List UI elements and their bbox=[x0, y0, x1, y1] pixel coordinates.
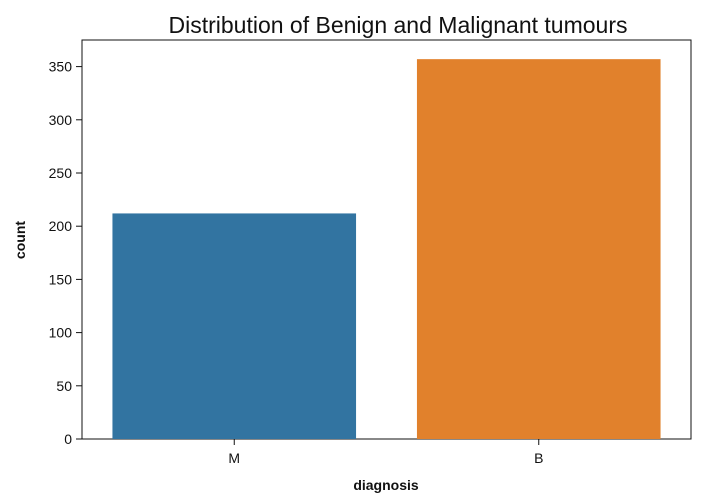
y-tick-label: 50 bbox=[56, 378, 72, 394]
y-tick-label: 0 bbox=[64, 431, 72, 447]
y-tick-label: 300 bbox=[49, 112, 73, 128]
y-tick-label: 200 bbox=[49, 218, 73, 234]
bar-b bbox=[416, 59, 661, 439]
x-tick-label: M bbox=[228, 450, 240, 466]
y-axis-ticks: 0 50 100 150 200 250 300 350 bbox=[49, 59, 82, 447]
chart-title: Distribution of Benign and Malignant tum… bbox=[169, 12, 628, 38]
y-axis-label: count bbox=[12, 221, 28, 259]
y-tick-label: 350 bbox=[49, 59, 73, 75]
bar-m bbox=[112, 213, 357, 439]
x-axis-label: diagnosis bbox=[353, 477, 419, 493]
y-tick-label: 100 bbox=[49, 325, 73, 341]
y-tick-label: 150 bbox=[49, 271, 73, 287]
bars-group bbox=[112, 59, 661, 439]
plot-frame bbox=[81, 39, 692, 440]
y-tick-label: 250 bbox=[49, 165, 73, 181]
x-tick-label: B bbox=[534, 450, 543, 466]
